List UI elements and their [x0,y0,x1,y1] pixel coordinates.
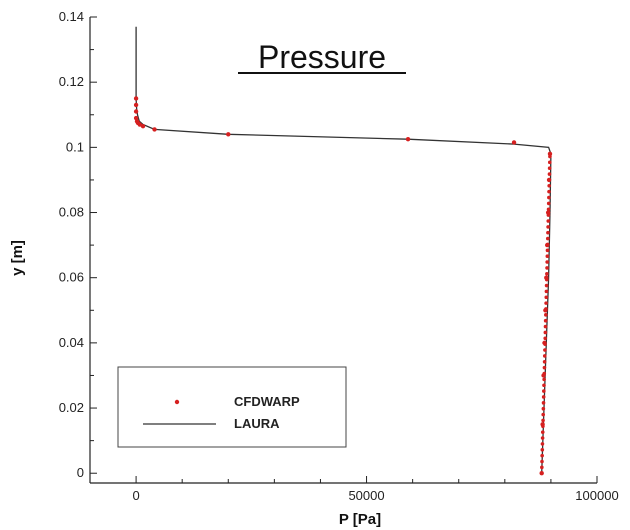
cfdwarp-point [140,123,146,129]
cfdwarp-point [541,412,546,417]
cfdwarp-point [540,453,544,458]
cfdwarp-point [546,219,551,223]
cfdwarp-point [540,447,545,452]
cfdwarp-point [547,172,552,176]
cfdwarp-point [511,140,517,145]
cfdwarp-point [539,471,544,476]
x-tick-label: 0 [132,488,139,503]
cfdwarp-point [543,336,547,341]
cfdwarp-point [541,401,546,405]
cfdwarp-point [152,127,157,132]
cfdwarp-point [548,154,552,159]
cfdwarp-point [133,109,139,114]
cfdwarp-point [542,354,547,358]
cfdwarp-point [543,318,548,323]
cfdwarp-point [541,406,546,411]
cfdwarp-point [543,324,548,329]
legend-marker-cfdwarp [174,399,180,405]
cfdwarp-point [542,377,546,382]
legend-box [117,366,347,448]
legend-label-laura: LAURA [234,416,280,431]
cfdwarp-point [540,436,545,440]
cfdwarp-point [542,383,546,388]
y-tick-label: 0.02 [59,400,84,415]
cfdwarp-point [544,313,548,317]
y-tick-label: 0 [77,465,84,480]
axes: 0 0.02 0.04 0.06 0.08 0.1 0.12 0.14 0 50000 100000 [59,9,619,503]
chart-title: Pressure [258,39,386,75]
y-axis-title: y [m] [9,240,26,276]
cfdwarp-point [547,160,552,165]
cfdwarp-point [547,151,553,157]
cfdwarp-point [545,248,550,253]
cfdwarp-point [545,260,549,264]
legend: CFDWARP LAURA [117,366,347,448]
cfdwarp-point [133,102,139,108]
y-tick-label: 0.04 [59,335,84,350]
cfdwarp-point [226,132,231,137]
cfdwarp-point [544,283,549,288]
cfdwarp-point [547,189,551,194]
y-tick-label: 0.14 [59,9,84,24]
y-tick-label: 0.1 [66,139,84,154]
cfdwarp-point [547,166,552,171]
cfdwarp-point [547,195,551,200]
cfdwarp-point [546,225,550,229]
cfdwarp-point [540,465,544,470]
cfdwarp-point [540,442,545,446]
x-axis-title: P [Pa] [339,511,381,528]
series-layer [133,26,553,476]
cfdwarp-point [541,395,546,399]
y-tick-label: 0.12 [59,74,84,89]
cfdwarp-point [542,371,547,376]
cfdwarp-point [543,342,547,346]
cfdwarp-point [544,295,549,300]
cfdwarp-point [543,348,547,352]
legend-label-cfdwarp: CFDWARP [234,394,300,409]
y-tick-label: 0.06 [59,270,84,285]
cfdwarp-point [540,430,545,434]
cfdwarp-point [544,289,549,294]
cfdwarp-point [546,213,551,217]
cfdwarp-point [545,254,550,258]
cfdwarp-point [547,184,551,188]
cfdwarp-point [544,301,548,305]
cfdwarp-point [541,424,545,429]
cfdwarp-point [545,236,550,241]
cfdwarp-point [540,459,544,464]
x-tick-label: 50000 [348,488,384,503]
cfdwarp-point [133,96,139,101]
cfdwarp-point [547,178,552,182]
cfdwarp-point [546,201,551,206]
cfdwarp-point [542,365,547,370]
cfdwarp-point [542,389,546,393]
cfdwarp-point [546,207,551,212]
cfdwarp-point [543,330,548,335]
cfdwarp-point [545,266,549,270]
cfdwarp-point [542,359,547,364]
cfdwarp-point [405,137,411,142]
cfdwarp-point [545,242,550,247]
cfdwarp-point [541,418,545,423]
cfdwarp-point [544,277,549,282]
cfdwarp-point [546,230,550,235]
cfdwarp-point [545,271,549,276]
cfdwarp-point [544,307,548,311]
x-tick-label: 100000 [575,488,618,503]
y-tick-label: 0.08 [59,205,84,220]
